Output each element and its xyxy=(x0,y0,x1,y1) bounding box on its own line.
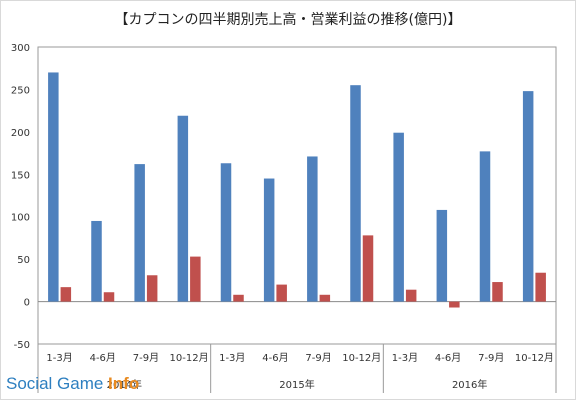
x-category-label: 7-9月 xyxy=(478,352,504,364)
bar-series1 xyxy=(177,115,189,302)
x-group-label: 2015年 xyxy=(279,378,314,391)
bar-series1 xyxy=(307,156,318,302)
bar-series2 xyxy=(535,272,546,302)
bar-series2 xyxy=(276,284,287,302)
bar-series1 xyxy=(393,132,404,302)
watermark-text-info: Info xyxy=(108,374,140,393)
x-category-label: 10-12月 xyxy=(515,352,554,364)
bar-series2 xyxy=(146,275,158,302)
bar-series2 xyxy=(190,256,201,302)
bar-series1 xyxy=(479,151,491,302)
x-category-label: 1-3月 xyxy=(219,352,245,364)
x-group-label: 2016年 xyxy=(452,378,487,391)
bar-series1 xyxy=(220,163,232,302)
x-category-label: 10-12月 xyxy=(342,352,381,364)
bar-series1 xyxy=(522,91,534,302)
bar-series2 xyxy=(233,294,244,302)
bar-series2 xyxy=(60,287,72,302)
plot-area xyxy=(37,46,557,345)
x-category-label: 1-3月 xyxy=(46,352,72,364)
bar-series1 xyxy=(91,220,102,302)
y-tick-label: 50 xyxy=(17,255,30,266)
bar-series1 xyxy=(350,85,361,302)
bar-series2 xyxy=(103,292,115,302)
y-tick-label: 300 xyxy=(11,43,30,54)
y-tick-label: 100 xyxy=(11,213,30,224)
watermark-text-social-game: Social Game xyxy=(6,374,109,393)
bar-series2 xyxy=(319,294,331,302)
x-category-label: 1-3月 xyxy=(392,352,418,364)
bar-series1 xyxy=(436,209,448,302)
x-category-label: 7-9月 xyxy=(305,352,331,364)
bar-series2 xyxy=(405,289,417,302)
y-tick-label: 150 xyxy=(11,170,30,181)
bar-series1 xyxy=(134,164,145,302)
site-watermark-logo: Social Game Info xyxy=(6,374,139,394)
x-group-label: 2014年 xyxy=(107,378,142,391)
bar-series1 xyxy=(263,178,275,302)
y-tick-label: 0 xyxy=(24,298,30,309)
bar-series2 xyxy=(362,235,374,302)
y-tick-label: -50 xyxy=(14,340,30,351)
bar-series2 xyxy=(492,282,503,302)
bar-series2 xyxy=(449,301,460,308)
bar-series1 xyxy=(48,72,59,302)
chart-title: 【カプコンの四半期別売上高・営業利益の推移(億円)】 xyxy=(114,12,462,28)
y-tick-label: 200 xyxy=(11,128,30,139)
x-category-label: 4-6月 xyxy=(435,352,461,364)
x-category-label: 7-9月 xyxy=(133,352,159,364)
y-tick-label: 250 xyxy=(11,85,30,96)
x-category-label: 4-6月 xyxy=(90,352,116,364)
x-category-label: 10-12月 xyxy=(170,352,209,364)
x-category-label: 4-6月 xyxy=(262,352,288,364)
